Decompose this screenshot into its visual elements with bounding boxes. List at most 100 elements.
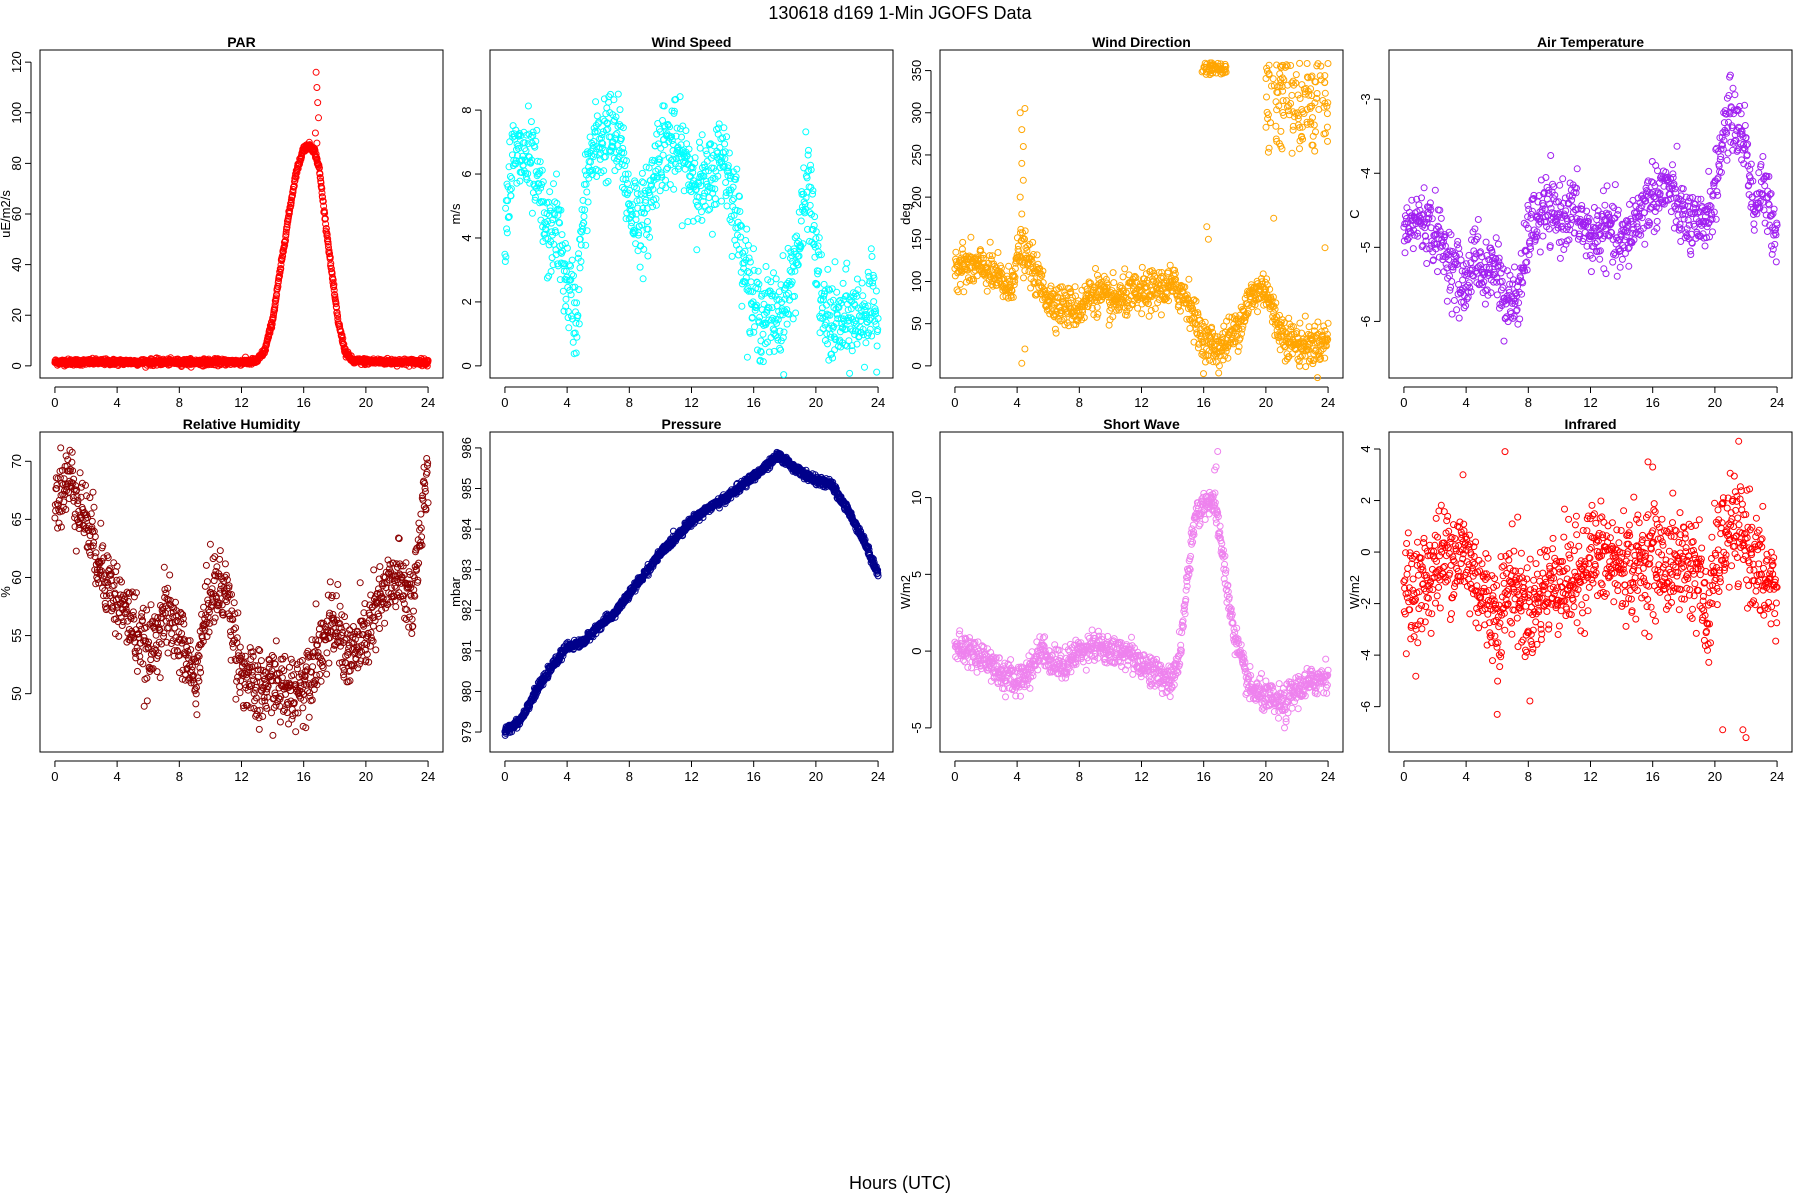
data-point bbox=[873, 368, 881, 376]
y-axis-label: m/s bbox=[448, 203, 463, 224]
data-point bbox=[994, 249, 1002, 256]
data-point bbox=[604, 125, 612, 133]
data-point bbox=[824, 265, 832, 273]
data-point bbox=[644, 218, 651, 225]
data-point bbox=[728, 196, 736, 204]
data-point bbox=[1052, 329, 1060, 337]
data-point bbox=[728, 252, 736, 260]
y-axis-label: deg bbox=[898, 203, 913, 225]
data-point bbox=[561, 260, 569, 268]
data-point bbox=[315, 114, 322, 122]
series-points bbox=[51, 68, 432, 371]
data-point bbox=[1094, 271, 1101, 279]
data-point bbox=[843, 259, 851, 267]
data-point bbox=[1687, 251, 1695, 258]
data-point bbox=[293, 169, 301, 177]
data-point bbox=[1409, 245, 1417, 253]
data-point bbox=[291, 177, 299, 185]
data-point bbox=[1709, 228, 1716, 236]
data-point bbox=[290, 182, 298, 190]
data-point bbox=[1455, 244, 1463, 252]
y-tick-label: 2 bbox=[459, 298, 474, 305]
data-point bbox=[508, 174, 516, 182]
data-point bbox=[524, 140, 532, 148]
y-tick-label: 8 bbox=[459, 106, 474, 113]
data-point bbox=[866, 325, 874, 333]
data-point bbox=[1110, 279, 1118, 287]
data-point bbox=[568, 256, 576, 264]
data-point bbox=[1294, 91, 1302, 99]
data-point bbox=[612, 113, 620, 121]
data-point bbox=[659, 151, 667, 159]
data-point bbox=[983, 287, 991, 295]
data-point bbox=[797, 217, 805, 225]
data-point bbox=[311, 129, 319, 137]
data-point bbox=[1019, 143, 1027, 150]
data-point bbox=[1296, 59, 1304, 67]
data-point bbox=[789, 315, 797, 323]
data-point bbox=[507, 185, 515, 193]
data-point bbox=[319, 197, 327, 205]
data-point bbox=[553, 170, 560, 178]
data-point bbox=[521, 139, 529, 147]
data-point bbox=[1482, 238, 1490, 246]
data-point bbox=[507, 192, 515, 200]
data-point bbox=[1018, 359, 1026, 367]
x-tick-label: 8 bbox=[1076, 395, 1083, 410]
data-point bbox=[534, 157, 541, 165]
data-point bbox=[670, 185, 678, 193]
data-point bbox=[265, 333, 273, 341]
data-point bbox=[1204, 235, 1212, 243]
x-tick-label: 20 bbox=[1708, 395, 1722, 410]
data-point bbox=[541, 225, 549, 233]
data-point bbox=[501, 258, 509, 265]
plot-frame bbox=[1388, 49, 1793, 379]
data-point bbox=[330, 283, 338, 291]
data-point bbox=[1731, 91, 1739, 99]
data-point bbox=[1324, 60, 1332, 67]
data-point bbox=[1020, 274, 1027, 282]
data-point bbox=[1145, 312, 1153, 320]
data-point bbox=[873, 342, 881, 350]
data-point bbox=[532, 137, 540, 145]
plot-frame bbox=[39, 49, 444, 379]
data-point bbox=[802, 128, 810, 136]
y-tick-label: -5 bbox=[1358, 242, 1373, 254]
x-tick-label: 20 bbox=[809, 395, 823, 410]
data-point bbox=[556, 219, 564, 227]
data-point bbox=[268, 324, 276, 332]
data-point bbox=[1121, 265, 1129, 273]
data-point bbox=[279, 248, 287, 256]
data-point bbox=[588, 171, 596, 179]
data-point bbox=[762, 263, 770, 270]
data-point bbox=[577, 258, 585, 265]
data-point bbox=[327, 259, 335, 267]
data-point bbox=[1494, 240, 1502, 248]
data-point bbox=[1653, 217, 1661, 225]
data-point bbox=[1296, 145, 1303, 153]
data-point bbox=[610, 96, 618, 104]
data-point bbox=[1157, 311, 1165, 319]
panel-title: Relative Humidity bbox=[183, 416, 301, 432]
data-point bbox=[620, 149, 628, 157]
data-point bbox=[682, 127, 690, 135]
data-point bbox=[1587, 268, 1595, 276]
data-point bbox=[546, 204, 554, 212]
data-point bbox=[527, 118, 535, 126]
x-tick-label: 0 bbox=[1400, 395, 1407, 410]
data-point bbox=[531, 182, 538, 190]
data-point bbox=[503, 225, 511, 233]
y-tick-label: 100 bbox=[909, 271, 924, 293]
data-point bbox=[783, 320, 791, 328]
data-point bbox=[723, 133, 731, 141]
data-point bbox=[570, 272, 577, 280]
data-point bbox=[754, 267, 762, 275]
y-tick-label: 100 bbox=[9, 102, 24, 124]
data-point bbox=[1573, 165, 1581, 173]
data-point bbox=[1314, 318, 1322, 326]
data-point bbox=[583, 188, 591, 196]
data-point bbox=[532, 193, 539, 201]
data-point bbox=[616, 106, 624, 114]
